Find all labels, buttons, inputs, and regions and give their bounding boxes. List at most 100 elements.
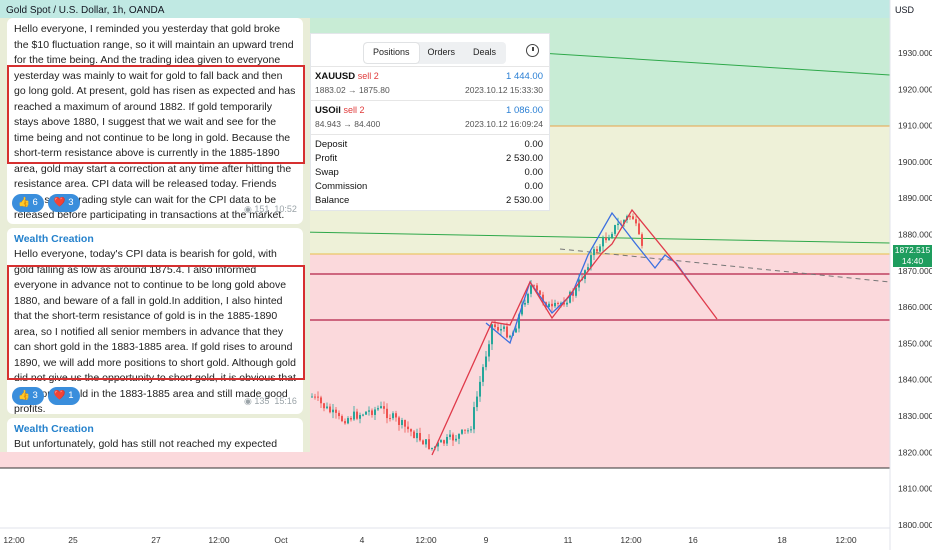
candle-body	[458, 433, 460, 439]
candle-body	[599, 246, 601, 252]
time-tick-label: 25	[68, 535, 78, 545]
candle-body	[425, 439, 427, 445]
candle-body	[443, 440, 445, 444]
candle-body	[638, 223, 640, 235]
candle-body	[509, 335, 511, 338]
candle-body	[371, 410, 373, 415]
reactions-2[interactable]: 👍 3 ❤️ 1	[12, 387, 80, 405]
time-tick-label: 11	[564, 535, 573, 545]
sender-name[interactable]: Wealth Creation	[14, 423, 94, 435]
candle-body	[401, 419, 403, 425]
summary-profit: Profit 2 530.00	[315, 153, 543, 164]
clock-icon[interactable]	[526, 44, 539, 57]
candle-body	[503, 326, 505, 329]
candle-body	[467, 430, 469, 432]
candle-body	[506, 326, 508, 338]
trade-profit: 1 444.00	[506, 71, 543, 82]
candle-body	[392, 413, 394, 419]
summary-commission: Commission 0.00	[315, 181, 543, 192]
candle-body	[527, 293, 529, 303]
candle-body	[332, 409, 334, 413]
tab-deals[interactable]: Deals	[473, 47, 497, 57]
candle-body	[428, 439, 430, 449]
tab-positions[interactable]: Positions	[364, 43, 419, 63]
candle-body	[323, 403, 325, 409]
candle-body	[476, 396, 478, 408]
price-tick-label: 1900.000	[898, 157, 932, 167]
price-tick-label: 1850.000	[898, 338, 932, 348]
message-meta-1: ◉ 151 10:52	[244, 204, 297, 214]
sender-name[interactable]: Wealth Creation	[14, 233, 94, 245]
candle-body	[419, 433, 421, 441]
message-1: Hello everyone, I reminded you yesterday…	[7, 18, 303, 224]
candle-body	[335, 409, 337, 413]
candle-body	[446, 436, 448, 444]
candle-body	[566, 302, 568, 305]
candle-body	[497, 327, 499, 331]
candle-body	[593, 249, 595, 256]
price-tick-label: 1820.000	[898, 447, 932, 457]
time-tick-label: 12:00	[620, 535, 642, 545]
candle-body	[395, 413, 397, 418]
candle-body	[452, 434, 454, 441]
candle-body	[530, 285, 532, 294]
time-tick-label: 16	[688, 535, 698, 545]
currency-label[interactable]: USD	[895, 5, 915, 15]
candle-body	[344, 421, 346, 424]
candle-body	[572, 291, 574, 296]
summary-balance: Balance 2 530.00	[315, 195, 543, 206]
candle-body	[494, 324, 496, 328]
candle-body	[554, 302, 556, 307]
candle-body	[311, 396, 313, 398]
current-price-badge: 1872.515 14:40	[893, 245, 932, 267]
candle-body	[398, 417, 400, 425]
candle-body	[365, 411, 367, 415]
time-tick-label: 9	[484, 535, 489, 545]
price-tick-label: 1910.000	[898, 121, 932, 131]
candle-body	[353, 411, 355, 420]
candle-body	[485, 356, 487, 368]
candle-body	[326, 406, 328, 409]
price-tick-label: 1830.000	[898, 411, 932, 421]
candle-body	[641, 234, 643, 246]
like-reaction[interactable]: 👍 3	[12, 387, 44, 405]
heart-reaction[interactable]: ❤️ 1	[47, 387, 80, 405]
candle-body	[605, 237, 607, 241]
summary-swap: Swap 0.00	[315, 167, 543, 178]
candle-body	[590, 255, 592, 268]
candle-body	[602, 237, 604, 247]
time-tick-label: 12:00	[208, 535, 230, 545]
like-reaction[interactable]: 👍 6	[12, 194, 44, 212]
candle-body	[470, 429, 472, 431]
candle-body	[374, 409, 376, 415]
chat-panel[interactable]: Hello everyone, I reminded you yesterday…	[0, 18, 310, 452]
time-tick-label: 12:00	[415, 535, 437, 545]
candle-body	[533, 285, 535, 287]
candle-body	[389, 418, 391, 420]
candle-body	[587, 267, 589, 271]
candle-body	[617, 223, 619, 226]
candle-body	[359, 415, 361, 419]
time-tick-label: 4	[360, 535, 365, 545]
current-price: 1872.515	[894, 245, 931, 255]
trade-row[interactable]: USOil sell 2 1 086.00 84.943 → 84.400 20…	[315, 105, 543, 130]
summary-deposit: Deposit 0.00	[315, 139, 543, 150]
heart-reaction[interactable]: ❤️ 3	[47, 194, 80, 212]
candle-body	[563, 302, 565, 305]
price-tick-label: 1920.000	[898, 84, 932, 94]
tab-orders[interactable]: Orders	[427, 47, 456, 57]
candle-body	[524, 302, 526, 305]
trade-row[interactable]: XAUUSD sell 2 1 444.00 1883.02 → 1875.80…	[315, 71, 543, 96]
current-price-time: 14:40	[901, 256, 924, 266]
candle-body	[575, 287, 577, 296]
price-tick-label: 1930.000	[898, 48, 932, 58]
candle-body	[410, 429, 412, 432]
candle-body	[479, 381, 481, 397]
reactions-1[interactable]: 👍 6 ❤️ 3	[12, 194, 80, 212]
candle-body	[632, 216, 634, 220]
candle-body	[629, 216, 631, 218]
candle-body	[518, 314, 520, 329]
price-tick-label: 1880.000	[898, 230, 932, 240]
price-tick-label: 1870.000	[898, 266, 932, 276]
candle-body	[611, 233, 613, 238]
